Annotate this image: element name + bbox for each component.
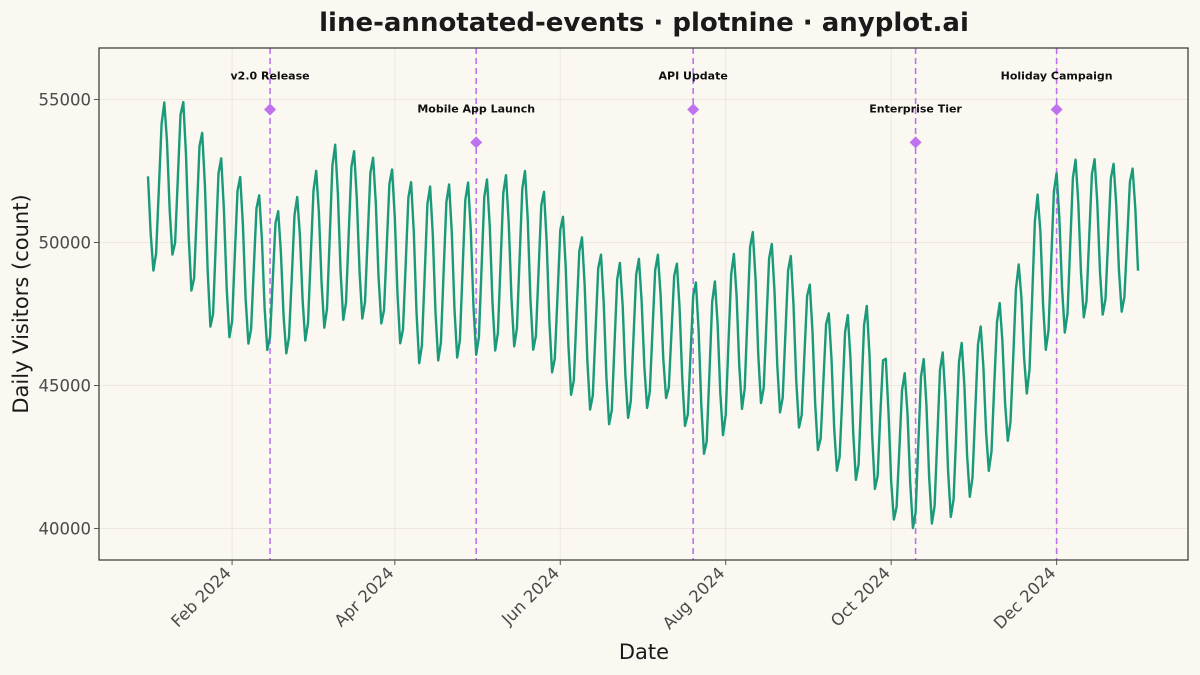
y-tick-label: 40000 — [39, 520, 92, 539]
plot-panel-border — [98, 47, 1189, 561]
y-tick-label: 50000 — [39, 234, 92, 253]
series-line — [146, 100, 1140, 530]
event-marker — [470, 136, 483, 149]
event-label: Mobile App Launch — [417, 102, 535, 115]
event-label: Enterprise Tier — [869, 102, 962, 115]
event-markers: v2.0 Release Mobile App Launch API Update E… — [231, 69, 1113, 149]
event-marker — [264, 103, 277, 116]
chart-title: line-annotated-events · plotnine · anypl… — [319, 8, 969, 38]
y-axis-title: Daily Visitors (count) — [9, 194, 33, 413]
y-tick-label: 45000 — [39, 377, 92, 396]
event-label: Holiday Campaign — [1001, 69, 1113, 82]
event-marker — [687, 103, 700, 116]
event-label: v2.0 Release — [231, 69, 310, 82]
y-axis: 40000 45000 50000 55000 — [39, 90, 99, 539]
event-marker — [909, 136, 922, 149]
y-tick-label: 55000 — [39, 90, 92, 109]
event-marker — [1050, 103, 1063, 116]
x-axis-title: Date — [619, 640, 669, 664]
event-label: API Update — [659, 69, 728, 82]
series-layer — [146, 100, 1140, 530]
